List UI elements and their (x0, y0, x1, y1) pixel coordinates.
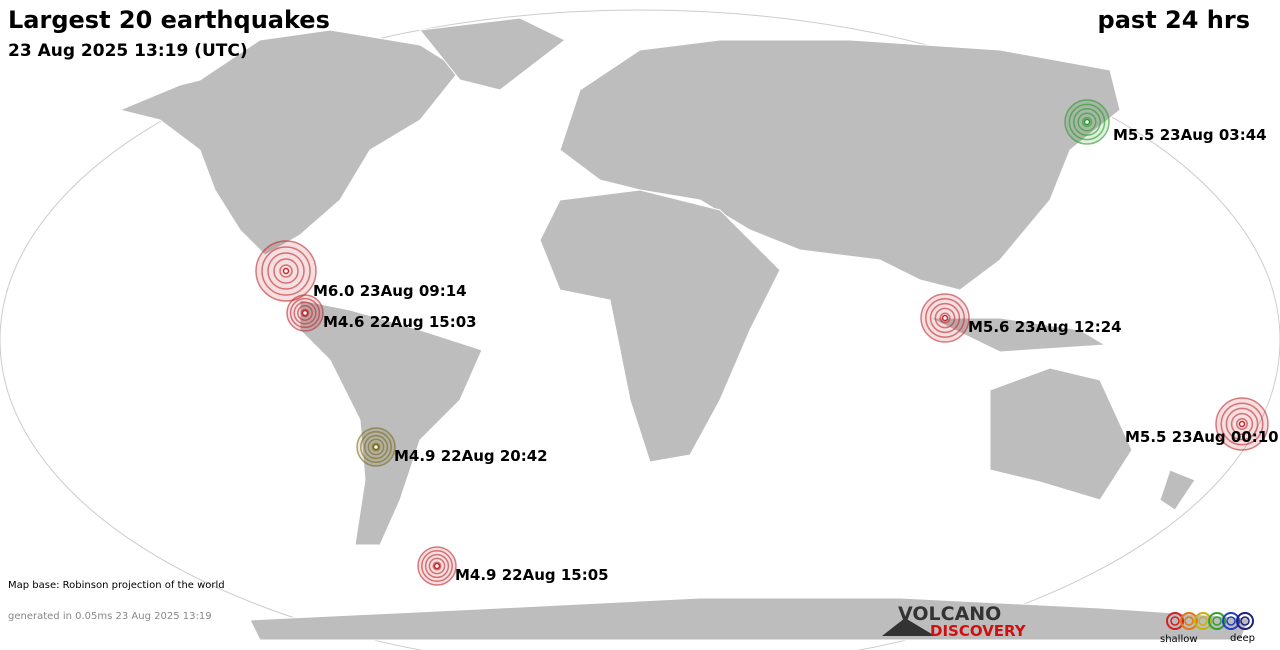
quake-ring (1220, 402, 1264, 446)
quake-ring (925, 298, 965, 338)
quake-center (282, 267, 290, 275)
quake-ring (279, 264, 293, 278)
quake-ring (261, 246, 311, 296)
legend-ring (1236, 612, 1254, 630)
quake-ring (360, 431, 392, 463)
logo-line2: DISCOVERY (930, 622, 1027, 640)
quake-ring (289, 297, 321, 329)
legend (1166, 612, 1254, 630)
quake-center (433, 562, 441, 570)
title: Largest 20 earthquakes (8, 6, 330, 34)
legend-ring (1240, 616, 1250, 626)
quake-ring (934, 307, 956, 329)
quake-center (1083, 118, 1091, 126)
legend-ring (1184, 616, 1194, 626)
map-base: Map base: Robinson projection of the wor… (8, 580, 225, 591)
quake-center (372, 443, 380, 451)
quake-ring (367, 438, 385, 456)
quake-label: M6.0 23Aug 09:14 (313, 282, 467, 300)
legend-ring (1208, 612, 1226, 630)
quake-ring (293, 301, 317, 325)
quake-center (941, 314, 949, 322)
earthquakes: M6.0 23Aug 09:14 M4.6 22Aug 15:03 M4.9 22A… (255, 99, 1279, 586)
legend-ring (1194, 612, 1212, 630)
quake-label: M5.6 23Aug 12:24 (968, 318, 1122, 336)
legend-shallow: shallow (1160, 634, 1198, 645)
quake-ring (1236, 418, 1248, 430)
logo-icon (882, 618, 935, 636)
quake-ring (1077, 112, 1097, 132)
quake-label: M4.6 22Aug 15:03 (323, 313, 477, 331)
quake-ring (300, 308, 310, 318)
legend-ring (1170, 616, 1180, 626)
legend-ring (1198, 616, 1208, 626)
quake-ring (939, 312, 951, 324)
quake-ring (432, 561, 442, 571)
legend-deep: deep (1230, 633, 1255, 644)
quake-ring (929, 302, 961, 334)
land (118, 17, 1251, 641)
legend-ring (1222, 612, 1240, 630)
logo-line1: VOLCANO (898, 603, 1001, 625)
quake-ring (1081, 116, 1093, 128)
quake-ring (273, 258, 299, 284)
quake-label: M4.9 22Aug 15:05 (455, 566, 609, 584)
quake-ring (428, 557, 446, 575)
legend-ring (1166, 612, 1184, 630)
generated: generated in 0.05ms 23 Aug 2025 13:19 (8, 611, 212, 622)
quake-ring (1230, 412, 1254, 436)
quake-ring (1225, 407, 1259, 441)
subtitle: 23 Aug 2025 13:19 (UTC) (8, 41, 248, 61)
quake-ring (267, 252, 305, 290)
quake-ring (297, 305, 313, 321)
legend-ring (1212, 616, 1222, 626)
quake-ring (424, 553, 450, 579)
quake-center (301, 309, 309, 317)
quake-ring (371, 442, 381, 452)
legend-ring (1180, 612, 1198, 630)
legend-ring (1226, 616, 1236, 626)
quake-label: M5.5 23Aug 00:10 (1125, 428, 1279, 446)
period: past 24 hrs (1098, 6, 1250, 34)
quake-ring (1073, 108, 1101, 136)
quake-center (1238, 420, 1246, 428)
quake-label: M4.9 22Aug 20:42 (394, 447, 548, 465)
quake-ring (363, 434, 389, 460)
quake-label: M5.5 23Aug 03:44 (1113, 126, 1267, 144)
quake-ring (1068, 103, 1106, 141)
quake-ring (421, 550, 453, 582)
